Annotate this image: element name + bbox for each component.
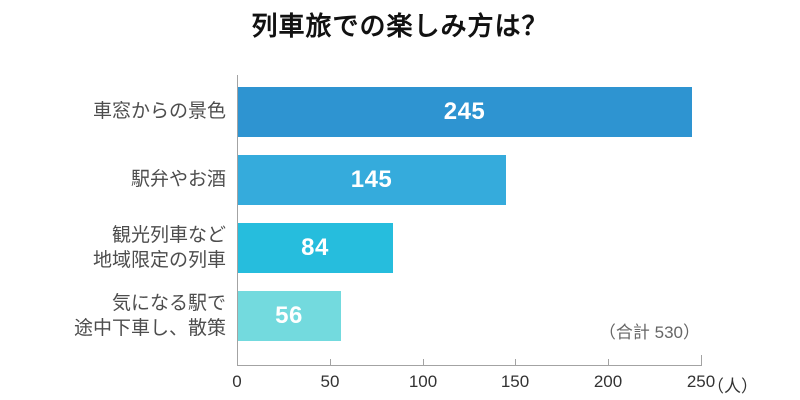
bar-2: 145 — [237, 155, 506, 205]
bar-3: 84 — [237, 223, 393, 273]
x-tick-mark — [701, 355, 702, 365]
x-tick-mark — [515, 359, 516, 365]
x-tick-mark — [330, 359, 331, 365]
category-label: 気になる駅で 途中下車し、散策 — [73, 292, 226, 339]
category-label: 観光列車など 地域限定の列車 — [92, 224, 226, 271]
x-tick-mark — [423, 359, 424, 365]
chart-title: 列車旅での楽しみ方は？ — [251, 11, 549, 41]
category-label: 駅弁やお酒 — [130, 169, 226, 191]
x-tick-label: 0 — [232, 372, 242, 391]
bar-4: 56 — [237, 291, 341, 341]
total-annotation: （合計 530） — [598, 323, 700, 342]
x-tick-label: 200 — [593, 372, 623, 391]
x-tick-label: 100 — [408, 372, 438, 391]
x-tick-mark — [608, 359, 609, 365]
bar-value-label: 84 — [301, 234, 329, 261]
x-axis-unit-label: （人） — [707, 377, 758, 396]
x-tick-label: 250 — [686, 372, 716, 391]
bar-value-label: 145 — [350, 166, 393, 193]
category-label: 車窓からの景色 — [92, 101, 226, 123]
bar-value-label: 245 — [443, 98, 486, 125]
x-tick-label: 50 — [320, 372, 340, 391]
bar-value-label: 56 — [275, 302, 303, 329]
x-tick-label: 150 — [500, 372, 530, 391]
bar-1: 245 — [237, 87, 692, 137]
x-axis-line — [237, 365, 702, 366]
y-axis-line — [237, 75, 238, 365]
